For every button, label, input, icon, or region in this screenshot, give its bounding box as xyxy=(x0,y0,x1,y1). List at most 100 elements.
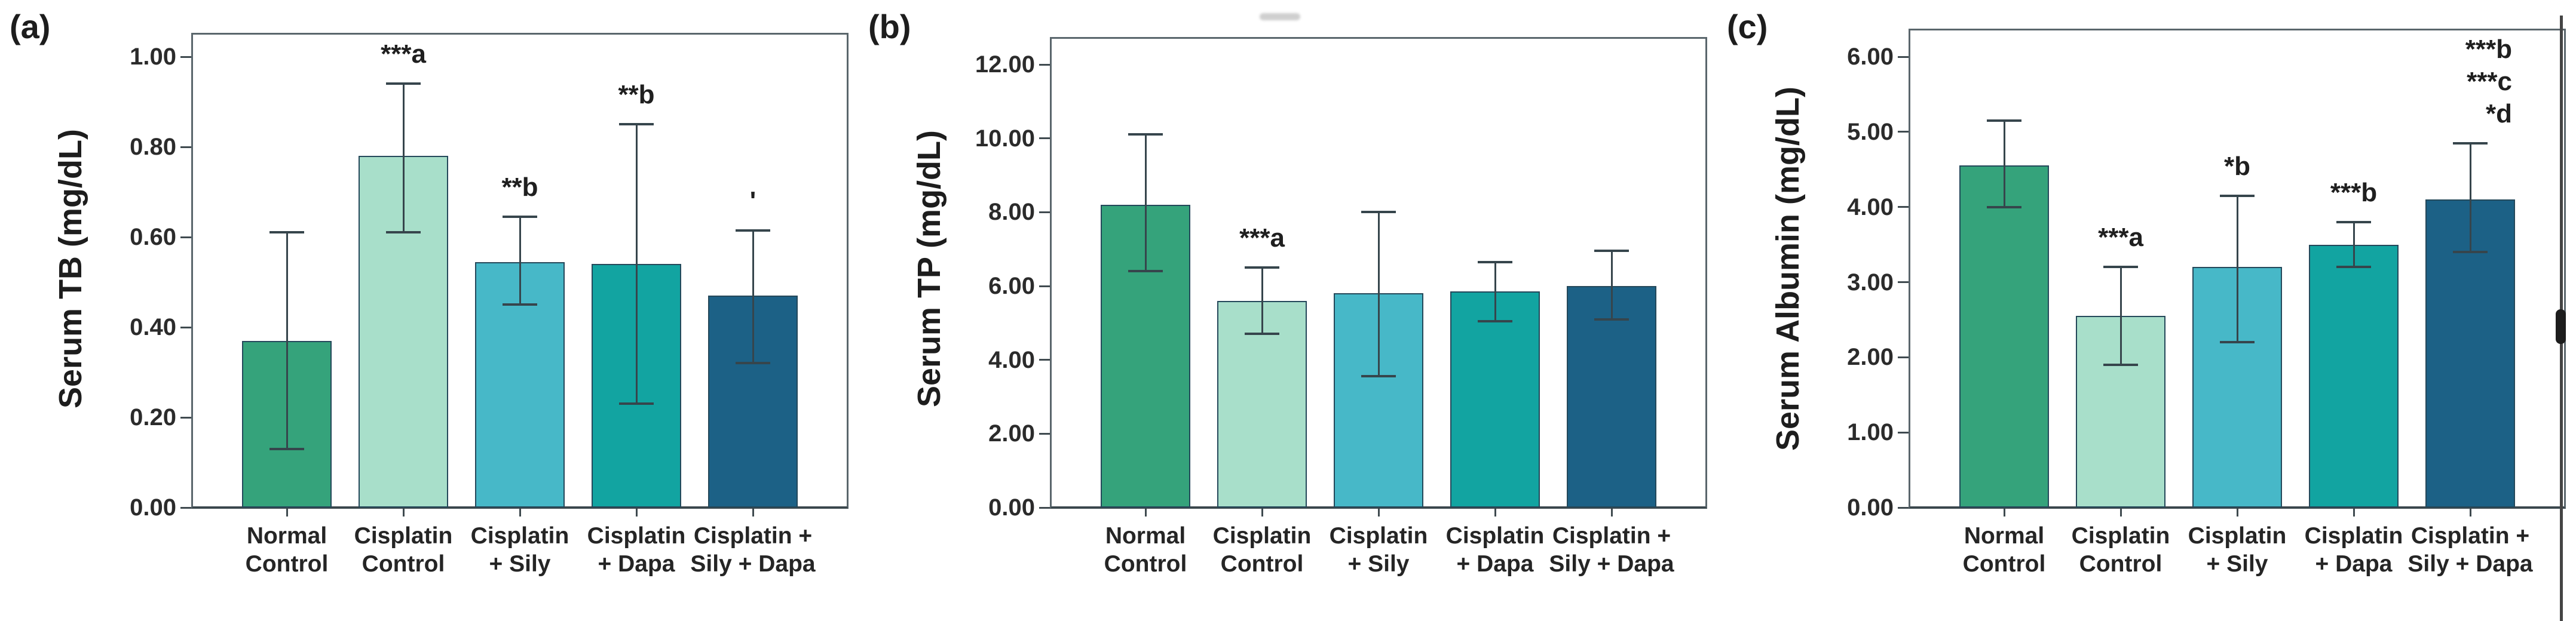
significance-annotation: ' xyxy=(657,185,849,217)
x-category-line: + Sily xyxy=(2206,551,2268,577)
x-category-line: Cisplatin xyxy=(470,523,569,549)
x-category-line: Normal xyxy=(1105,523,1186,549)
y-tick-label: 3.00 xyxy=(1847,269,1894,296)
x-category-line: Control xyxy=(1104,551,1187,577)
bar xyxy=(1450,291,1540,508)
x-category-line: Sily + Dapa xyxy=(2407,551,2533,577)
annotation-line: *d xyxy=(2486,99,2512,128)
x-tick-mark xyxy=(2469,509,2471,517)
y-tick-label: 4.00 xyxy=(1847,193,1894,220)
x-tick-mark xyxy=(752,509,754,517)
x-category-line: + Sily xyxy=(1347,551,1410,577)
right-edge-blob-artifact xyxy=(2556,309,2566,344)
bar xyxy=(1567,286,1656,508)
x-tick-mark xyxy=(2003,509,2005,517)
significance-annotation: ***a xyxy=(1166,222,1358,254)
y-tick-label: 1.00 xyxy=(130,44,176,70)
y-tick-label: 6.00 xyxy=(1847,44,1894,70)
x-category-line: Normal xyxy=(246,523,327,549)
x-category-label: Cisplatin + Sily xyxy=(2148,522,2327,578)
x-category-line: Sily + Dapa xyxy=(690,551,816,577)
x-tick-mark xyxy=(2353,509,2355,517)
x-tick-mark xyxy=(635,509,638,517)
error-bar-cap-bottom xyxy=(619,402,654,405)
x-category-label: Cisplatin Control xyxy=(1172,522,1352,578)
y-tick-mark xyxy=(180,326,191,328)
x-tick-mark xyxy=(1144,509,1147,517)
error-bar-cap-top xyxy=(1594,250,1629,253)
x-category-label: Cisplatin + Sily xyxy=(430,522,609,578)
error-bar-cap-top xyxy=(2336,220,2371,223)
x-category-label: Cisplatin Control xyxy=(314,522,493,578)
x-category-line: Cisplatin xyxy=(587,523,686,549)
x-category-line: Sily + Dapa xyxy=(1549,551,1674,577)
annotation-line: **b xyxy=(501,173,538,202)
error-bar-cap-bottom xyxy=(269,447,304,450)
error-bar-cap-top xyxy=(1361,211,1396,214)
y-tick-label: 2.00 xyxy=(1847,344,1894,371)
x-category-label: Cisplatin + Sily + Dapa xyxy=(2381,522,2560,578)
annotation-line: *b xyxy=(2224,151,2250,181)
x-tick-mark xyxy=(2236,509,2238,517)
x-category-label: Cisplatin + Dapa xyxy=(1405,522,1585,578)
bar xyxy=(2309,244,2399,508)
plot-area: 1.00 0.80 0.60 0.40 0.20 0.00 Normal Control ***… xyxy=(0,0,859,621)
x-category-line: Cisplatin + xyxy=(2410,523,2530,549)
error-bar-cap-top xyxy=(1478,260,1512,263)
x-category-line: Cisplatin xyxy=(354,523,453,549)
y-tick-mark xyxy=(180,146,191,148)
x-category-line: Control xyxy=(362,551,445,577)
error-bar-cap-bottom xyxy=(736,362,770,365)
x-category-label: Cisplatin Control xyxy=(2031,522,2210,578)
smudge-artifact xyxy=(1260,13,1300,20)
error-bar-line xyxy=(635,124,638,404)
error-bar-cap-top xyxy=(2220,194,2255,197)
y-tick-mark xyxy=(180,236,191,238)
x-category-line: + Dapa xyxy=(2315,551,2393,577)
error-bar-line xyxy=(286,232,288,449)
annotation-line: ***a xyxy=(2098,223,2143,253)
error-bar-cap-bottom xyxy=(2336,266,2371,269)
y-tick-mark xyxy=(1039,63,1050,66)
error-bar-line xyxy=(1610,251,1613,319)
y-tick-mark xyxy=(1898,131,1909,133)
x-category-line: Cisplatin + xyxy=(693,523,813,549)
error-bar-cap-bottom xyxy=(1128,270,1163,273)
panel-letter: (a) xyxy=(10,8,51,45)
x-category-line: Cisplatin xyxy=(1445,523,1545,549)
y-tick-mark xyxy=(1898,506,1909,509)
error-bar-cap-top xyxy=(1987,119,2021,122)
error-bar-line xyxy=(1261,268,1263,334)
panel-b: (b) Serum TP (mg/dL) 12.00 10.00 8.00 6.00 4… xyxy=(859,0,1717,621)
x-tick-mark xyxy=(1261,509,1263,517)
error-bar-cap-bottom xyxy=(2103,363,2138,366)
error-bar-line xyxy=(2119,267,2122,365)
y-tick-label: 10.00 xyxy=(975,125,1035,152)
x-category-label: Normal Control xyxy=(1915,522,2094,578)
plot-box xyxy=(1909,29,2566,509)
x-category-label: Cisplatin + Dapa xyxy=(2264,522,2443,578)
y-tick-mark xyxy=(1898,206,1909,208)
error-bar-cap-top xyxy=(503,216,537,219)
error-bar-cap-top xyxy=(1245,266,1279,269)
y-tick-mark xyxy=(1039,285,1050,287)
error-bar-cap-bottom xyxy=(1478,319,1512,322)
x-category-line: Cisplatin xyxy=(2188,523,2287,549)
x-category-label: Cisplatin + Sily + Dapa xyxy=(663,522,843,578)
y-tick-label: 0.00 xyxy=(1847,494,1894,521)
x-category-label: Normal Control xyxy=(1056,522,1235,578)
y-tick-mark xyxy=(1898,281,1909,283)
x-category-label: Cisplatin + Sily + Dapa xyxy=(1522,522,1701,578)
y-tick-label: 8.00 xyxy=(988,199,1035,226)
annotation-line: **b xyxy=(618,80,655,110)
y-tick-mark xyxy=(1039,432,1050,435)
error-bar-cap-bottom xyxy=(503,303,537,306)
x-tick-mark xyxy=(402,509,405,517)
x-category-line: Control xyxy=(245,551,329,577)
y-tick-label: 0.80 xyxy=(130,134,176,160)
plot-box xyxy=(191,33,849,509)
y-tick-label: 5.00 xyxy=(1847,118,1894,145)
x-category-line: + Sily xyxy=(489,551,551,577)
x-category-line: Cisplatin + xyxy=(1552,523,1671,549)
error-bar-line xyxy=(2236,195,2238,343)
